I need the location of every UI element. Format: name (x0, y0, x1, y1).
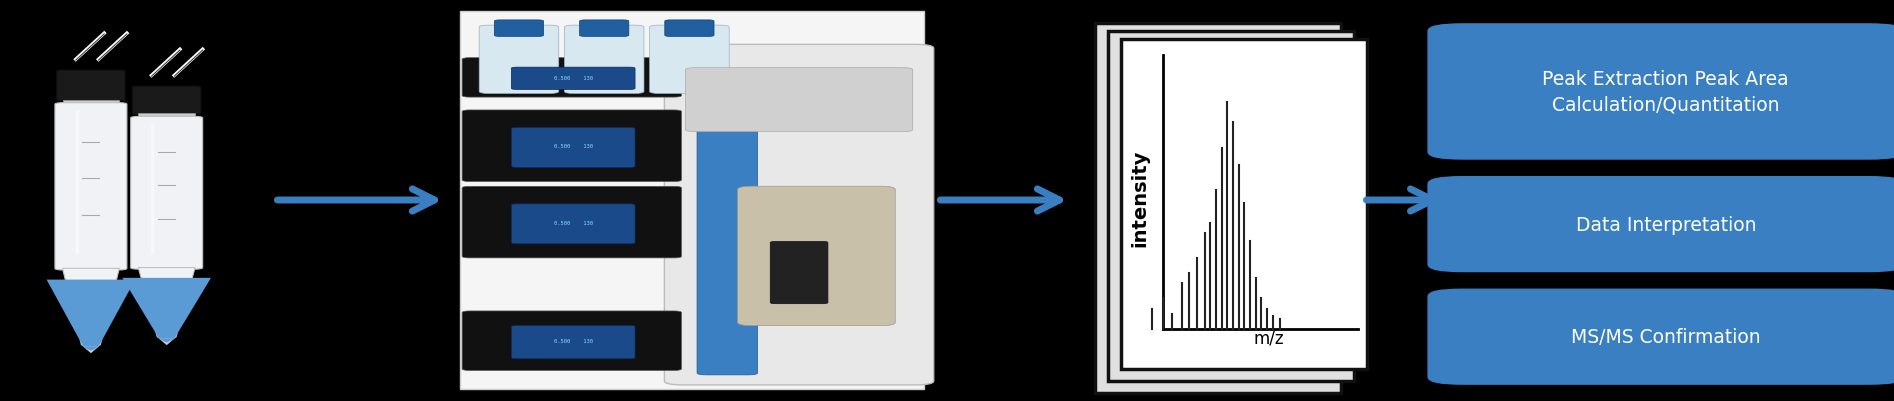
Polygon shape (81, 345, 100, 353)
Polygon shape (47, 280, 134, 347)
FancyBboxPatch shape (460, 12, 924, 389)
Polygon shape (157, 337, 176, 345)
FancyBboxPatch shape (462, 59, 682, 98)
FancyBboxPatch shape (494, 21, 544, 37)
Polygon shape (138, 268, 195, 337)
FancyBboxPatch shape (55, 103, 127, 270)
FancyBboxPatch shape (1108, 32, 1354, 381)
FancyBboxPatch shape (697, 73, 758, 375)
Text: 0.500    130: 0.500 130 (553, 76, 593, 81)
Text: 0.500    130: 0.500 130 (553, 220, 593, 225)
FancyBboxPatch shape (771, 242, 828, 304)
FancyBboxPatch shape (1095, 24, 1341, 393)
FancyBboxPatch shape (462, 311, 682, 371)
Polygon shape (123, 278, 210, 339)
FancyBboxPatch shape (686, 69, 913, 132)
Text: 0.500    130: 0.500 130 (553, 338, 593, 343)
FancyBboxPatch shape (511, 326, 634, 359)
Text: 0.500    130: 0.500 130 (553, 144, 593, 149)
Bar (138, 114, 195, 119)
Bar (63, 100, 119, 105)
FancyBboxPatch shape (479, 26, 559, 94)
Polygon shape (83, 347, 98, 351)
FancyBboxPatch shape (511, 68, 634, 90)
FancyBboxPatch shape (665, 45, 934, 385)
FancyBboxPatch shape (511, 128, 634, 168)
Text: Peak Extraction Peak Area
Calculation/Quantitation: Peak Extraction Peak Area Calculation/Qu… (1542, 70, 1790, 114)
Text: MS/MS Confirmation: MS/MS Confirmation (1570, 327, 1761, 346)
Text: Data Interpretation: Data Interpretation (1576, 215, 1756, 234)
FancyBboxPatch shape (580, 21, 629, 37)
FancyBboxPatch shape (131, 117, 203, 269)
Text: m/z: m/z (1254, 329, 1284, 347)
Polygon shape (159, 339, 174, 343)
FancyBboxPatch shape (57, 71, 125, 101)
FancyBboxPatch shape (1428, 290, 1894, 384)
FancyBboxPatch shape (650, 26, 729, 94)
FancyBboxPatch shape (462, 111, 682, 182)
FancyBboxPatch shape (737, 187, 896, 326)
FancyBboxPatch shape (133, 87, 201, 115)
FancyBboxPatch shape (462, 187, 682, 258)
FancyBboxPatch shape (1121, 40, 1367, 369)
FancyBboxPatch shape (1428, 177, 1894, 272)
FancyBboxPatch shape (1428, 25, 1894, 160)
Polygon shape (63, 269, 119, 345)
Text: intensity: intensity (1131, 149, 1150, 247)
FancyBboxPatch shape (511, 204, 634, 244)
FancyBboxPatch shape (665, 21, 714, 37)
FancyBboxPatch shape (564, 26, 644, 94)
